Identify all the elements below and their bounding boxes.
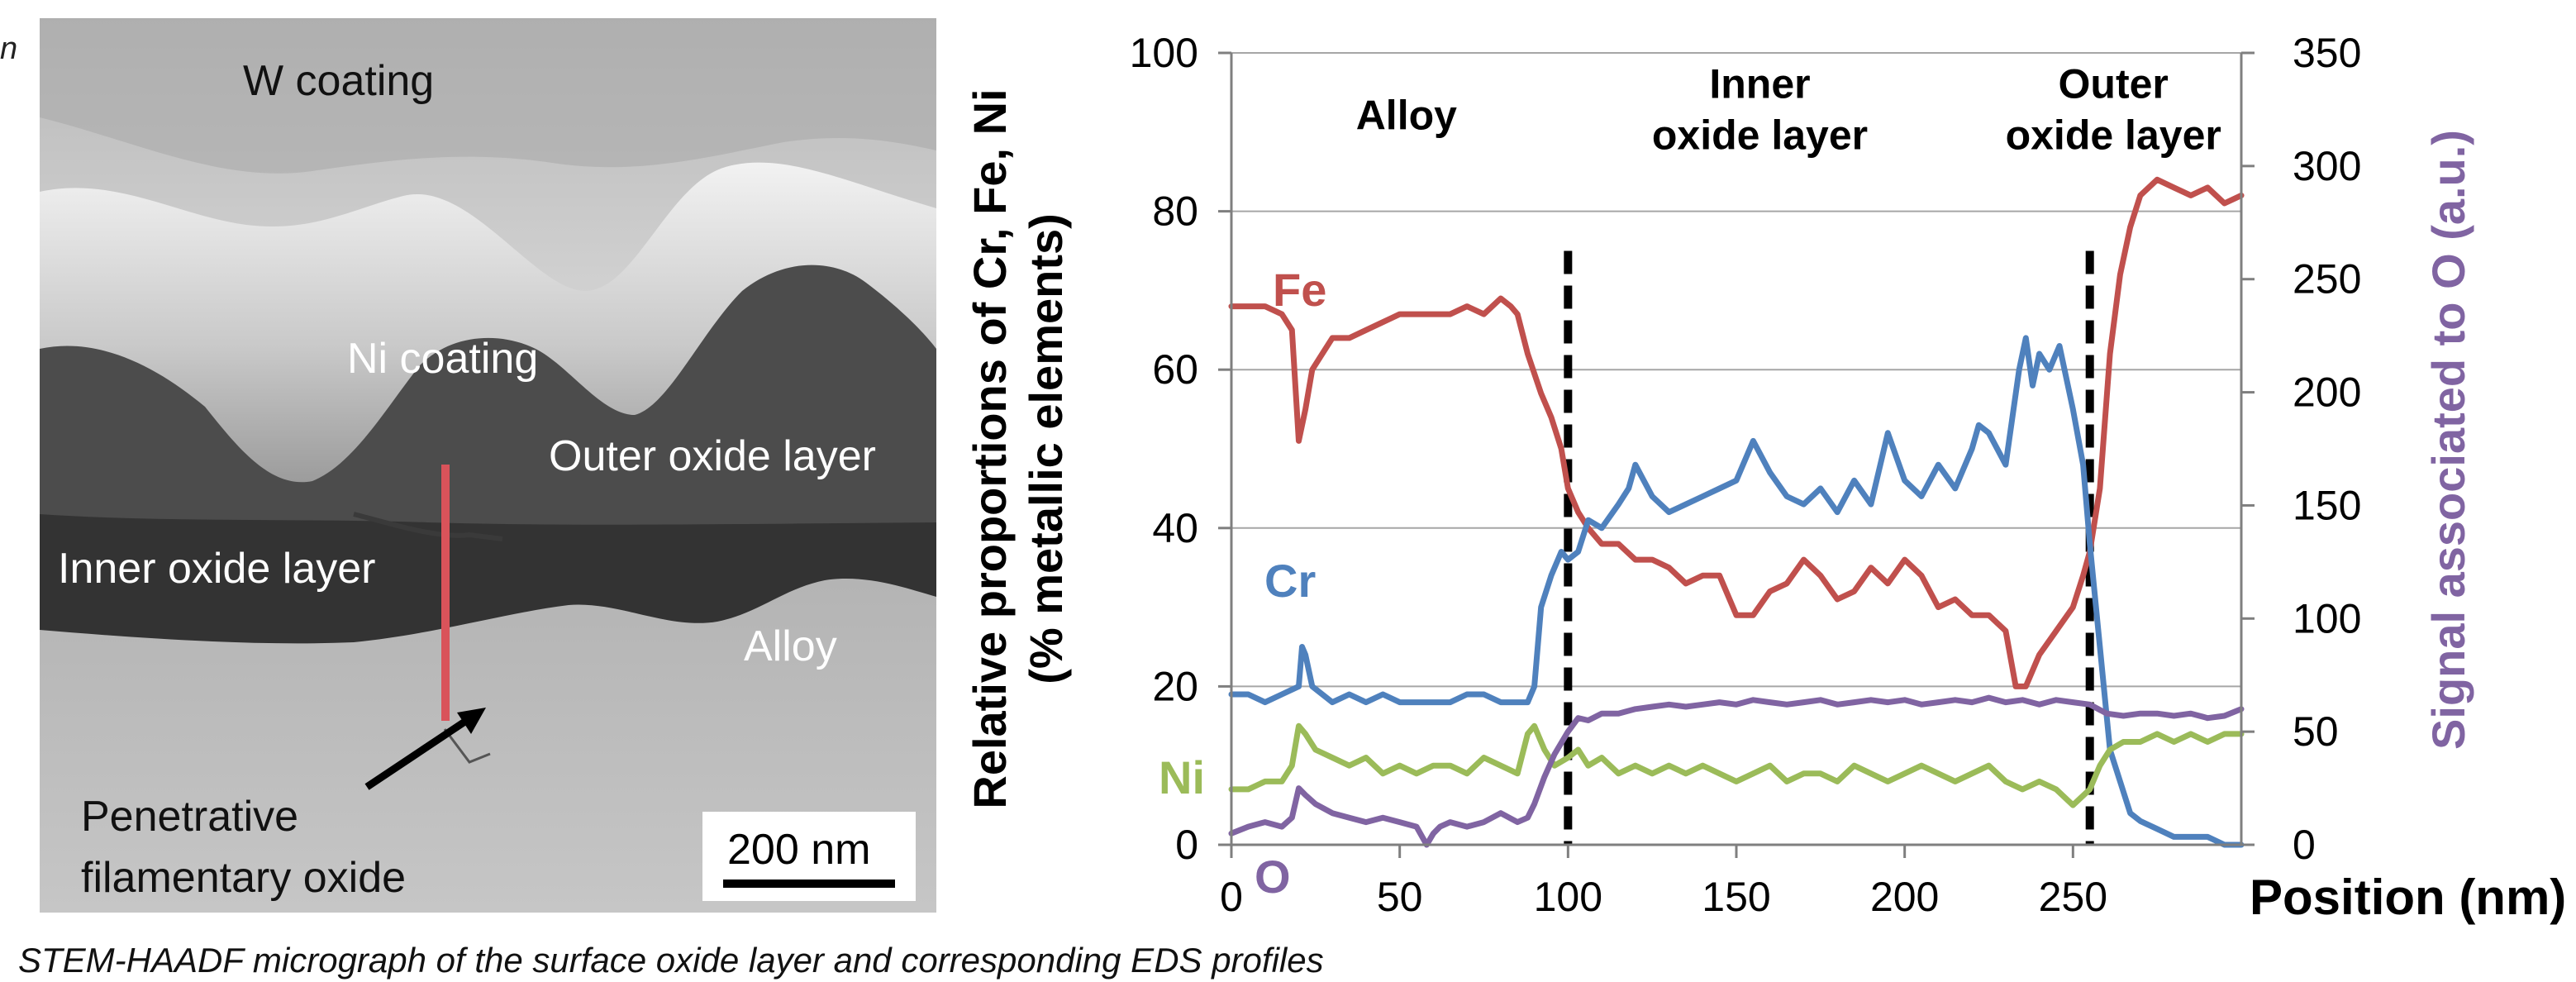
eds-profile-line bbox=[441, 465, 450, 721]
x-tick-label-100: 100 bbox=[1534, 874, 1602, 920]
y2-tick-label-150: 150 bbox=[2293, 482, 2361, 528]
y2-tick-label-100: 100 bbox=[2293, 595, 2361, 641]
y-tick-label-60: 60 bbox=[1152, 346, 1198, 393]
series-layer bbox=[1228, 176, 2245, 848]
tick-labels: 0 20 40 60 80 100 0 50 100 150 200 250 300 350 0 50 100 1… bbox=[1130, 30, 2362, 920]
y-tick-label-0: 0 bbox=[1175, 822, 1198, 868]
eds-profile-chart: 0 20 40 60 80 100 0 50 100 150 200 250 300 350 0 50 100 1… bbox=[964, 30, 2566, 925]
series-label-ni: Ni bbox=[1159, 751, 1205, 803]
series-label-cr: Cr bbox=[1264, 555, 1316, 607]
series-line-ni bbox=[1228, 722, 2245, 808]
y2-tick-label-250: 250 bbox=[2293, 256, 2361, 303]
series-label-fe: Fe bbox=[1273, 264, 1326, 316]
scale-bar-label: 200 nm bbox=[727, 826, 871, 874]
y-tick-label-100: 100 bbox=[1130, 30, 1198, 76]
y-axis-title-line2: (% metallic elements) bbox=[1020, 213, 1072, 684]
x-tick-label-250: 250 bbox=[2039, 874, 2107, 920]
region-label-2-line-2: oxide layer bbox=[1652, 112, 1868, 158]
label-filament-line2: filamentary oxide bbox=[81, 854, 407, 902]
region-label-3-line-1: Outer bbox=[2059, 60, 2169, 107]
x-axis-title: Position (nm) bbox=[2250, 870, 2566, 925]
series-label-o: O bbox=[1255, 851, 1291, 903]
label-inner-oxide: Inner oxide layer bbox=[58, 545, 376, 593]
label-alloy: Alloy bbox=[744, 622, 837, 670]
micrograph-image bbox=[40, 18, 936, 913]
axes-layer bbox=[1218, 51, 2255, 858]
region-label-3-line-2: oxide layer bbox=[2006, 112, 2221, 158]
y2-tick-label-300: 300 bbox=[2293, 143, 2361, 189]
y2-tick-label-50: 50 bbox=[2293, 708, 2339, 755]
series-line-fe bbox=[1228, 176, 2245, 689]
filament-arrow bbox=[364, 711, 479, 790]
series-line-o bbox=[1228, 694, 2245, 848]
series-line-cr bbox=[1228, 335, 2245, 848]
label-filament-line1: Penetrative bbox=[81, 793, 299, 841]
x-tick-label-0: 0 bbox=[1220, 874, 1243, 920]
label-ni-coating: Ni coating bbox=[347, 335, 539, 383]
region-boundaries bbox=[1564, 250, 2094, 845]
x-tick-label-200: 200 bbox=[1870, 874, 1939, 920]
y-tick-label-20: 20 bbox=[1152, 663, 1198, 709]
figure-caption: STEM-HAADF micrograph of the surface oxi… bbox=[18, 941, 1324, 980]
y-tick-label-80: 80 bbox=[1152, 188, 1198, 235]
y2-tick-label-350: 350 bbox=[2293, 30, 2361, 76]
label-w-coating: W coating bbox=[243, 57, 435, 105]
x-tick-label-50: 50 bbox=[1377, 874, 1423, 920]
x-tick-label-150: 150 bbox=[1702, 874, 1770, 920]
stem-haadf-micrograph: W coating Ni coating Outer oxide layer I… bbox=[40, 18, 936, 913]
y2-axis-title: Signal associated to O (a.u.) bbox=[2422, 130, 2474, 750]
y2-tick-label-200: 200 bbox=[2293, 369, 2361, 416]
y-axis-title-line1: Relative proportions of Cr, Fe, Ni bbox=[964, 88, 1016, 808]
scale-bar bbox=[723, 880, 895, 888]
region-label-1-line-1: Alloy bbox=[1356, 93, 1457, 139]
cut-off-text: n bbox=[0, 31, 18, 66]
gridlines bbox=[1231, 52, 2241, 688]
y-tick-label-40: 40 bbox=[1152, 505, 1198, 551]
chart-labels: Position (nm) Relative proportions of Cr,… bbox=[964, 60, 2566, 925]
region-label-2-line-1: Inner bbox=[1709, 60, 1810, 107]
y2-tick-label-0: 0 bbox=[2293, 822, 2316, 868]
label-outer-oxide: Outer oxide layer bbox=[549, 432, 876, 480]
